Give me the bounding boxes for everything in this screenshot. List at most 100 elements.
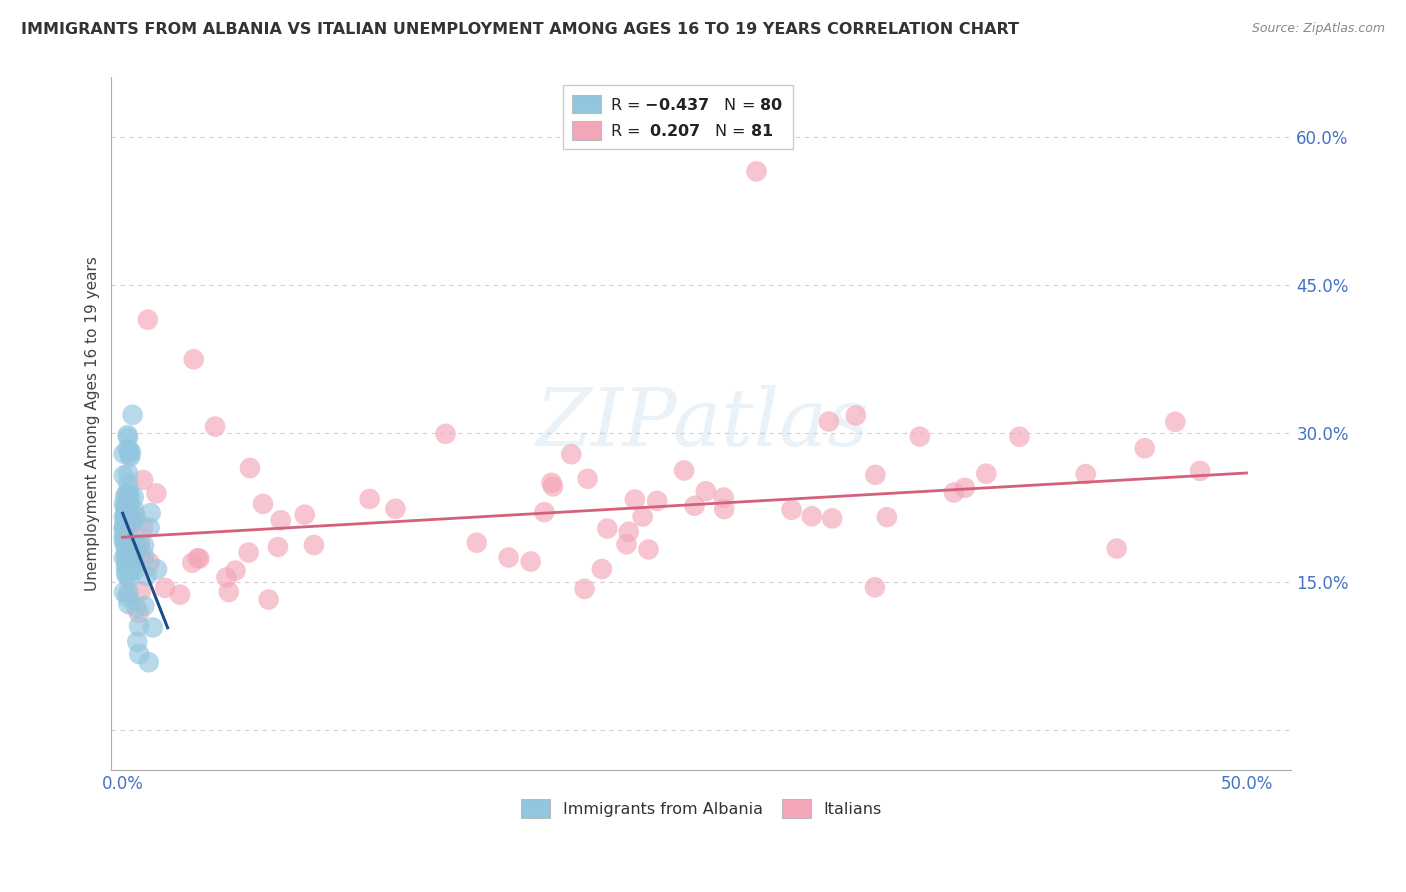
Point	[560, 447, 582, 461]
Point	[136, 312, 159, 326]
Point	[128, 538, 150, 552]
Point	[865, 467, 887, 482]
Point	[115, 549, 138, 564]
Point	[115, 500, 138, 515]
Point	[942, 485, 965, 500]
Legend: Immigrants from Albania, Italians: Immigrants from Albania, Italians	[515, 793, 889, 824]
Point	[129, 584, 152, 599]
Point	[121, 408, 143, 422]
Point	[591, 562, 613, 576]
Point	[114, 537, 136, 551]
Point	[631, 509, 654, 524]
Point	[128, 619, 150, 633]
Point	[117, 597, 139, 611]
Point	[239, 461, 262, 475]
Point	[122, 541, 145, 556]
Point	[117, 442, 139, 456]
Point	[183, 352, 205, 367]
Point	[1164, 415, 1187, 429]
Point	[215, 570, 238, 584]
Point	[1074, 467, 1097, 482]
Point	[112, 510, 135, 524]
Point	[122, 515, 145, 529]
Point	[218, 585, 240, 599]
Point	[117, 556, 139, 570]
Point	[117, 497, 139, 511]
Point	[112, 447, 135, 461]
Point	[122, 516, 145, 530]
Point	[115, 535, 138, 549]
Point	[114, 529, 136, 543]
Point	[817, 415, 839, 429]
Point	[122, 502, 145, 516]
Point	[114, 508, 136, 522]
Point	[118, 497, 141, 511]
Point	[673, 463, 696, 477]
Point	[224, 564, 246, 578]
Point	[121, 546, 143, 560]
Point	[128, 647, 150, 661]
Point	[576, 472, 599, 486]
Point	[114, 498, 136, 512]
Point	[114, 501, 136, 516]
Point	[695, 484, 717, 499]
Point	[616, 537, 638, 551]
Point	[267, 540, 290, 554]
Point	[118, 506, 141, 520]
Point	[359, 491, 381, 506]
Point	[118, 550, 141, 565]
Point	[125, 509, 148, 524]
Point	[121, 550, 143, 565]
Point	[120, 450, 142, 464]
Point	[800, 509, 823, 524]
Y-axis label: Unemployment Among Ages 16 to 19 years: Unemployment Among Ages 16 to 19 years	[86, 256, 100, 591]
Point	[112, 529, 135, 543]
Point	[112, 497, 135, 511]
Point	[465, 535, 488, 549]
Point	[115, 506, 138, 520]
Point	[120, 556, 142, 570]
Point	[118, 572, 141, 586]
Point	[114, 511, 136, 525]
Point	[138, 520, 160, 534]
Point	[188, 551, 211, 566]
Point	[118, 528, 141, 542]
Point	[135, 569, 157, 583]
Point	[519, 555, 541, 569]
Point	[117, 467, 139, 481]
Point	[713, 491, 735, 505]
Point	[112, 533, 135, 548]
Point	[617, 524, 640, 539]
Point	[117, 585, 139, 599]
Point	[114, 516, 136, 531]
Point	[1105, 541, 1128, 556]
Point	[122, 490, 145, 504]
Point	[270, 513, 292, 527]
Point	[115, 565, 138, 579]
Point	[645, 494, 668, 508]
Point	[181, 556, 204, 570]
Point	[122, 549, 145, 563]
Point	[115, 486, 138, 500]
Text: ZIPatlas: ZIPatlas	[534, 384, 868, 462]
Point	[145, 486, 167, 500]
Point	[112, 522, 135, 536]
Point	[132, 520, 155, 534]
Point	[118, 490, 141, 504]
Point	[624, 492, 647, 507]
Point	[122, 512, 145, 526]
Point	[146, 562, 169, 576]
Point	[128, 537, 150, 551]
Point	[118, 499, 141, 513]
Point	[118, 443, 141, 458]
Point	[124, 545, 146, 559]
Point	[124, 558, 146, 572]
Point	[138, 655, 160, 669]
Point	[132, 538, 155, 552]
Point	[124, 538, 146, 552]
Point	[683, 499, 706, 513]
Point	[118, 510, 141, 524]
Point	[238, 545, 260, 559]
Point	[863, 580, 886, 594]
Point	[908, 429, 931, 443]
